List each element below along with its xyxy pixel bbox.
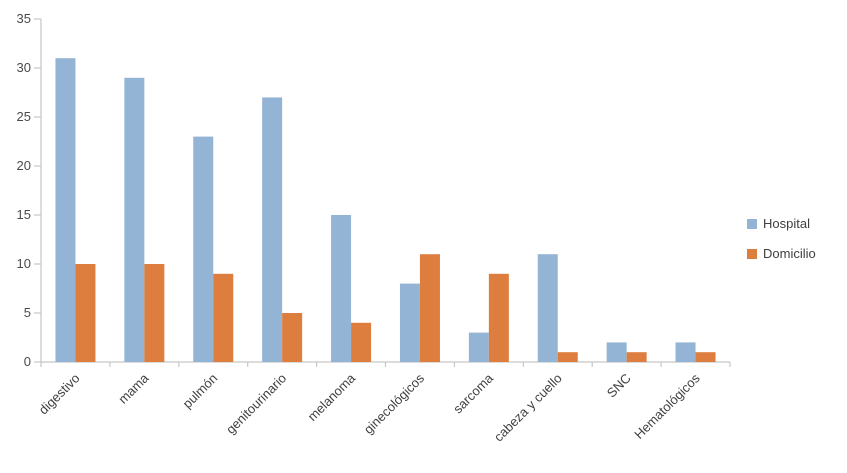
hospital-swatch-icon bbox=[747, 218, 757, 229]
bar-domicilio-0 bbox=[75, 264, 96, 362]
bar-hospital-6 bbox=[468, 332, 489, 362]
bar-domicilio-2 bbox=[213, 273, 234, 362]
y-tick-label: 20 bbox=[17, 158, 31, 173]
bar-hospital-4 bbox=[331, 215, 352, 362]
legend-label-domicilio: Domicilio bbox=[763, 246, 816, 261]
x-category-label-3: genitourinario bbox=[223, 371, 289, 437]
x-category-label-0: digestivo bbox=[36, 371, 83, 418]
x-category-label-7: cabeza y cuello bbox=[491, 371, 565, 445]
legend-item-domicilio: Domicilio bbox=[747, 246, 816, 261]
legend-label-hospital: Hospital bbox=[763, 216, 810, 231]
x-category-label-2: pulmón bbox=[180, 371, 221, 412]
bar-domicilio-4 bbox=[351, 322, 372, 362]
x-category-label-9: Hematológicos bbox=[631, 370, 703, 442]
bar-hospital-5 bbox=[399, 283, 420, 362]
bar-hospital-9 bbox=[675, 342, 696, 362]
bar-domicilio-6 bbox=[488, 273, 509, 362]
y-tick-label: 10 bbox=[17, 256, 31, 271]
y-tick-label: 0 bbox=[24, 354, 31, 369]
y-tick-label: 15 bbox=[17, 207, 31, 222]
bar-domicilio-1 bbox=[144, 264, 165, 362]
y-tick-label: 5 bbox=[24, 305, 31, 320]
bar-hospital-7 bbox=[537, 254, 558, 362]
x-category-label-4: melanoma bbox=[305, 370, 359, 424]
bar-domicilio-7 bbox=[557, 352, 578, 362]
y-tick-label: 25 bbox=[17, 109, 31, 124]
domicilio-swatch-icon bbox=[747, 248, 757, 259]
legend: Hospital Domicilio bbox=[747, 216, 816, 261]
bar-hospital-8 bbox=[606, 342, 627, 362]
bar-hospital-3 bbox=[262, 97, 283, 363]
x-category-label-1: mama bbox=[115, 370, 152, 407]
x-category-label-8: SNC bbox=[604, 371, 634, 401]
bar-domicilio-9 bbox=[695, 352, 716, 362]
bar-domicilio-5 bbox=[419, 254, 440, 362]
bar-hospital-1 bbox=[124, 77, 145, 363]
bar-hospital-0 bbox=[55, 58, 76, 362]
bar-domicilio-3 bbox=[282, 313, 303, 362]
bar-domicilio-8 bbox=[626, 352, 647, 362]
y-tick-label: 30 bbox=[17, 60, 31, 75]
y-tick-label: 35 bbox=[17, 11, 31, 26]
legend-item-hospital: Hospital bbox=[747, 216, 816, 231]
bar-hospital-2 bbox=[193, 136, 214, 362]
x-category-label-5: ginecológicos bbox=[361, 370, 428, 437]
x-category-label-6: sarcoma bbox=[450, 370, 496, 416]
